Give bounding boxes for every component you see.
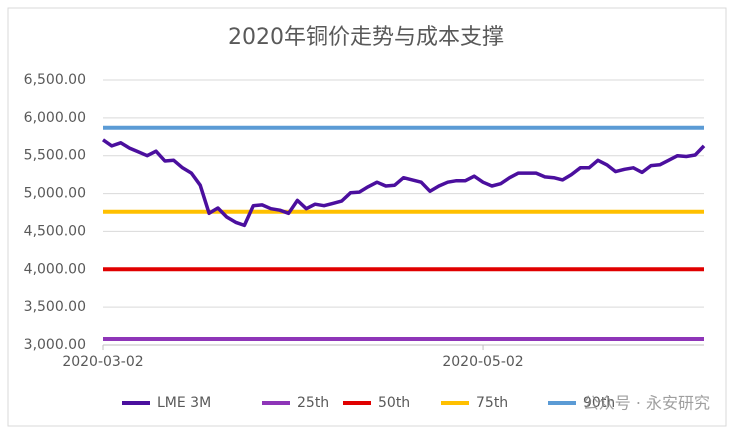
y-tick-label: 4,000.00: [24, 261, 86, 277]
watermark: 公众号 · 永安研究: [583, 394, 710, 413]
y-tick-label: 5,500.00: [24, 148, 86, 164]
line-series: [102, 138, 706, 228]
chart-frame: [7, 7, 727, 427]
legend-label: LME 3M: [157, 395, 211, 411]
legend-label: 25th: [297, 395, 329, 411]
chart-title: 2020年铜价走势与成本支撑: [228, 25, 504, 50]
y-tick-label: 5,000.00: [24, 186, 86, 202]
legend-label: 75th: [476, 395, 508, 411]
y-tick-label: 3,000.00: [24, 337, 86, 353]
y-tick-label: 4,500.00: [24, 223, 86, 239]
y-tick-label: 6,000.00: [24, 110, 86, 126]
x-tick-label: 2020-03-02: [62, 354, 143, 370]
y-tick-label: 3,500.00: [24, 299, 86, 315]
x-tick-label: 2020-05-02: [442, 354, 523, 370]
legend-label: 50th: [378, 395, 410, 411]
legend-label: 90th: [583, 395, 615, 411]
y-tick-label: 6,500.00: [24, 72, 86, 88]
